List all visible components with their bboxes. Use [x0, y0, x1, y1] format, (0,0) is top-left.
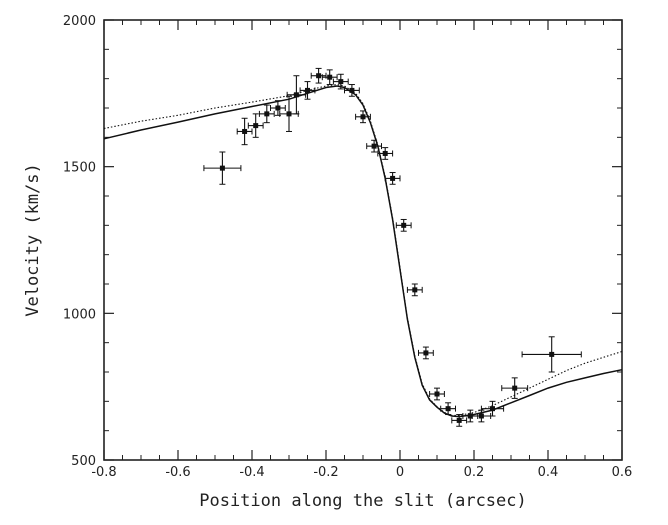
y-tick-label: 500 — [71, 454, 96, 469]
data-point — [305, 87, 310, 93]
x-tick-label: -0.8 — [91, 465, 116, 480]
y-tick-label: 1500 — [63, 161, 96, 176]
x-tick-label: 0.2 — [464, 465, 485, 480]
data-point — [253, 123, 259, 129]
data-point — [275, 105, 281, 111]
model-curve-dotted — [103, 83, 623, 416]
data-point — [456, 417, 462, 423]
x-tick-label: -0.6 — [165, 465, 190, 480]
model-curve-solid — [103, 85, 623, 418]
data-point — [549, 351, 555, 357]
tick-labels: -0.8 -0.6 -0.4 -0.2 0 0.2 0.4 0.6 500 1000 1500 200… — [63, 14, 632, 480]
x-axis-label: Position along the slit (arcsec) — [199, 491, 527, 511]
data-point — [423, 350, 429, 356]
data-point — [316, 73, 322, 79]
data-point — [401, 222, 407, 228]
data-point — [512, 385, 518, 391]
data-point — [434, 391, 440, 397]
x-tick-label: 0 — [396, 465, 404, 480]
data-point — [467, 413, 473, 419]
data-point — [286, 111, 292, 117]
x-tick-label: -0.2 — [313, 465, 338, 480]
data-point — [293, 92, 299, 98]
data-point — [478, 413, 484, 419]
y-tick-label: 2000 — [63, 14, 96, 29]
y-axis-label: Velocity (km/s) — [23, 163, 43, 317]
data-point — [338, 79, 344, 85]
data-point — [349, 87, 355, 93]
data-point — [360, 114, 366, 120]
x-tick-label: 0.4 — [538, 465, 559, 480]
model-curves — [103, 83, 623, 418]
data-point — [382, 150, 388, 156]
data-point — [242, 128, 248, 134]
data-point — [327, 74, 333, 80]
axis-ticks — [103, 19, 623, 461]
data-point — [490, 406, 495, 412]
plot-frame — [103, 19, 623, 461]
x-tick-label: -0.4 — [239, 465, 264, 480]
data-point — [264, 111, 270, 117]
data-point — [219, 165, 225, 171]
y-tick-label: 1000 — [63, 307, 96, 322]
data-points — [203, 67, 582, 427]
data-point — [445, 406, 451, 412]
data-point — [412, 287, 418, 293]
data-point — [390, 175, 396, 181]
data-point — [371, 143, 377, 149]
x-tick-label: 0.6 — [612, 465, 633, 480]
